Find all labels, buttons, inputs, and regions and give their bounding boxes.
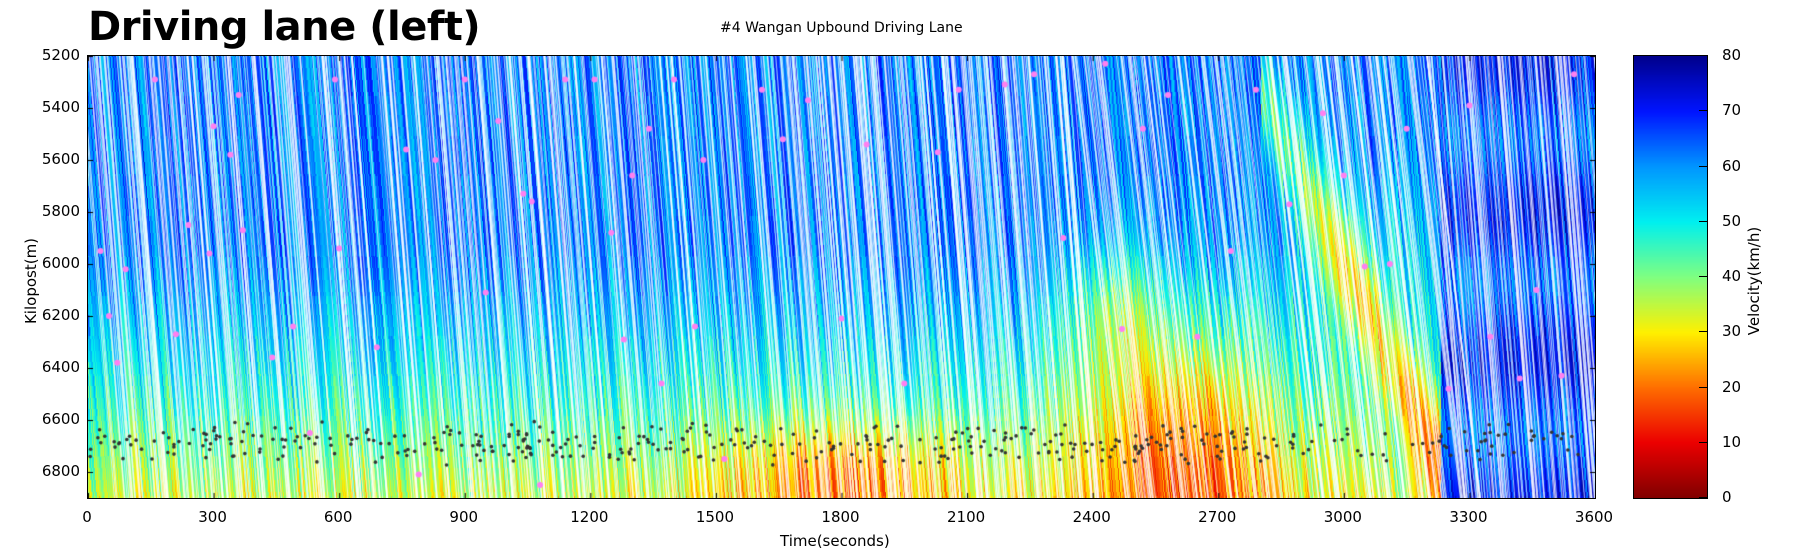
- x-tick-label: 3600: [1574, 508, 1614, 526]
- colorbar-tick-label: 60: [1722, 156, 1742, 175]
- colorbar-tick: [1699, 497, 1707, 498]
- y-tick-label: 5600: [41, 150, 80, 168]
- page-title: Driving lane (left): [88, 4, 481, 50]
- chart-title: #4 Wangan Upbound Driving Lane: [720, 20, 963, 36]
- x-tick-label: 900: [449, 508, 479, 526]
- colorbar-tick: [1699, 220, 1707, 222]
- y-tick-label: 6200: [41, 306, 80, 324]
- x-tick-label: 3300: [1449, 508, 1488, 526]
- x-tick-label: 2400: [1072, 508, 1111, 526]
- x-tick-label: 600: [323, 508, 353, 526]
- velocity-heatmap: [87, 55, 1596, 499]
- x-tick-label: 3000: [1323, 508, 1362, 526]
- y-tick-label: 5400: [41, 98, 80, 116]
- x-tick-label: 0: [82, 508, 92, 526]
- colorbar: [1633, 55, 1708, 499]
- colorbar-tick: [1699, 331, 1707, 333]
- y-tick-label: 6400: [41, 358, 80, 376]
- colorbar-tick: [1699, 441, 1707, 443]
- colorbar-tick-label: 80: [1722, 46, 1742, 64]
- y-axis-label: Kilopost(m): [22, 237, 41, 325]
- colorbar-tick: [1699, 55, 1707, 56]
- colorbar-tick-label: 30: [1722, 322, 1742, 341]
- x-tick-label: 1200: [570, 508, 609, 526]
- y-tick-label: 6800: [41, 462, 80, 480]
- colorbar-tick-label: 50: [1722, 211, 1742, 230]
- colorbar-tick: [1699, 165, 1707, 167]
- colorbar-tick-label: 0: [1722, 488, 1732, 506]
- x-tick-label: 1500: [695, 508, 734, 526]
- colorbar-tick-label: 10: [1722, 432, 1742, 451]
- x-tick-label: 2700: [1198, 508, 1237, 526]
- y-tick-label: 6600: [41, 410, 80, 428]
- colorbar-tick: [1699, 110, 1707, 112]
- colorbar-tick-label: 40: [1722, 267, 1742, 285]
- colorbar-tick-label: 70: [1722, 101, 1742, 120]
- x-axis-label: Time(seconds): [780, 532, 890, 550]
- y-tick-label: 6000: [41, 254, 80, 272]
- colorbar-label: Velocity(km/h): [1745, 226, 1764, 336]
- y-tick-label: 5800: [41, 202, 80, 220]
- y-tick-label: 5200: [41, 46, 80, 64]
- x-tick-label: 1800: [821, 508, 860, 526]
- x-tick-label: 300: [198, 508, 227, 526]
- colorbar-tick-label: 20: [1722, 377, 1742, 396]
- colorbar-tick: [1699, 386, 1707, 388]
- colorbar-tick: [1699, 276, 1707, 277]
- x-tick-label: 2100: [946, 508, 986, 526]
